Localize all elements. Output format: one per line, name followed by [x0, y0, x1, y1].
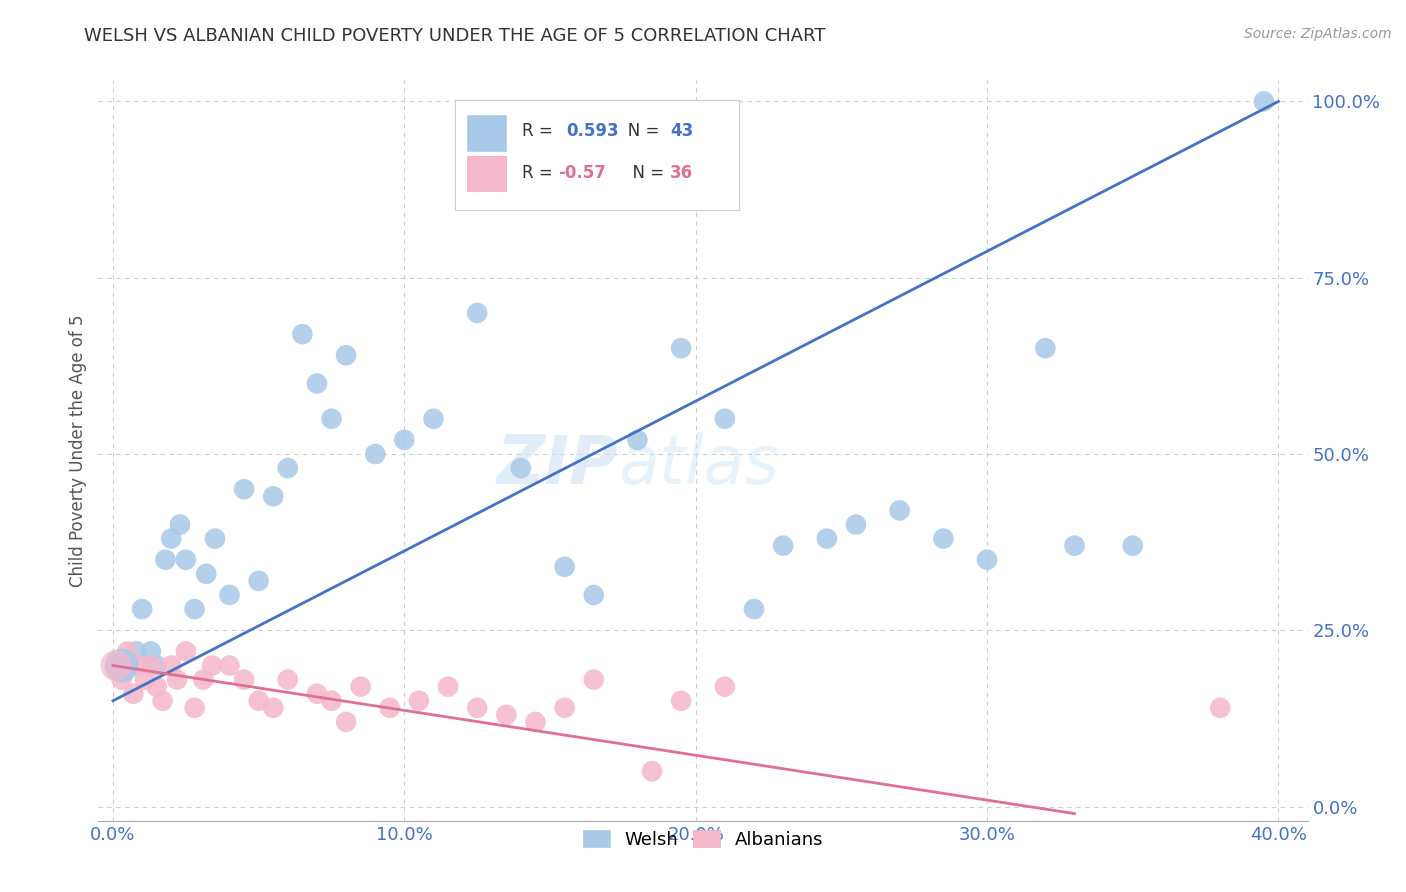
Point — [152, 694, 174, 708]
Point — [364, 447, 387, 461]
Point — [524, 714, 547, 729]
FancyBboxPatch shape — [456, 100, 740, 210]
Point — [169, 517, 191, 532]
Point — [465, 306, 488, 320]
Point — [509, 461, 531, 475]
Point — [669, 694, 692, 708]
Point — [335, 714, 357, 729]
Point — [742, 602, 765, 616]
Point — [626, 433, 648, 447]
Point — [335, 348, 357, 362]
Text: R =: R = — [522, 121, 562, 140]
Point — [166, 673, 188, 687]
Point — [815, 532, 838, 546]
Text: 36: 36 — [671, 164, 693, 182]
Point — [204, 532, 226, 546]
Point — [128, 658, 150, 673]
Point — [669, 341, 692, 355]
Point — [262, 701, 284, 715]
Point — [465, 701, 488, 715]
Point — [262, 489, 284, 503]
Point — [291, 327, 314, 342]
Text: -0.57: -0.57 — [558, 164, 606, 182]
Point — [554, 559, 576, 574]
Point — [174, 553, 197, 567]
Point — [1063, 539, 1085, 553]
Point — [247, 574, 270, 588]
Point — [131, 602, 153, 616]
Point — [714, 411, 737, 425]
Point — [145, 680, 167, 694]
Text: 43: 43 — [671, 121, 693, 140]
Point — [582, 673, 605, 687]
Point — [641, 764, 664, 779]
Point — [111, 658, 134, 673]
Point — [218, 658, 240, 673]
Point — [218, 588, 240, 602]
Point — [772, 539, 794, 553]
Point — [1209, 701, 1232, 715]
Point — [1253, 95, 1275, 109]
Point — [111, 673, 134, 687]
Point — [378, 701, 401, 715]
Point — [889, 503, 911, 517]
Point — [195, 566, 218, 581]
Point — [277, 461, 299, 475]
Point — [122, 687, 145, 701]
FancyBboxPatch shape — [467, 115, 506, 151]
Point — [350, 680, 373, 694]
Text: ZIP: ZIP — [496, 433, 619, 499]
Text: 0.593: 0.593 — [567, 121, 619, 140]
Point — [408, 694, 430, 708]
Point — [193, 673, 215, 687]
Point — [104, 658, 127, 673]
Point — [1122, 539, 1144, 553]
Point — [437, 680, 460, 694]
Point — [233, 482, 256, 496]
Point — [145, 658, 167, 673]
Point — [183, 602, 205, 616]
Point — [233, 673, 256, 687]
Point — [174, 644, 197, 658]
Point — [139, 658, 162, 673]
Point — [305, 376, 328, 391]
Text: R =: R = — [522, 164, 558, 182]
Point — [321, 694, 343, 708]
Point — [117, 658, 139, 673]
Point — [160, 532, 183, 546]
Text: WELSH VS ALBANIAN CHILD POVERTY UNDER THE AGE OF 5 CORRELATION CHART: WELSH VS ALBANIAN CHILD POVERTY UNDER TH… — [84, 27, 825, 45]
Legend: Welsh, Albanians: Welsh, Albanians — [576, 822, 830, 856]
Point — [394, 433, 416, 447]
Point — [1033, 341, 1056, 355]
FancyBboxPatch shape — [467, 156, 506, 191]
Point — [305, 687, 328, 701]
Point — [247, 694, 270, 708]
Text: atlas: atlas — [619, 433, 779, 499]
Point — [134, 673, 156, 687]
Point — [277, 673, 299, 687]
Point — [976, 553, 998, 567]
Point — [932, 532, 955, 546]
Point — [155, 553, 177, 567]
Point — [714, 680, 737, 694]
Point — [125, 644, 148, 658]
Point — [160, 658, 183, 673]
Point — [139, 644, 162, 658]
Point — [845, 517, 868, 532]
Point — [201, 658, 224, 673]
Point — [183, 701, 205, 715]
Point — [117, 644, 139, 658]
Point — [321, 411, 343, 425]
Point — [104, 658, 127, 673]
Text: Source: ZipAtlas.com: Source: ZipAtlas.com — [1244, 27, 1392, 41]
Y-axis label: Child Poverty Under the Age of 5: Child Poverty Under the Age of 5 — [69, 314, 87, 587]
Point — [495, 707, 517, 722]
Point — [554, 701, 576, 715]
Point — [111, 658, 134, 673]
Point — [422, 411, 444, 425]
Text: N =: N = — [621, 164, 669, 182]
Text: N =: N = — [613, 121, 665, 140]
Point — [582, 588, 605, 602]
